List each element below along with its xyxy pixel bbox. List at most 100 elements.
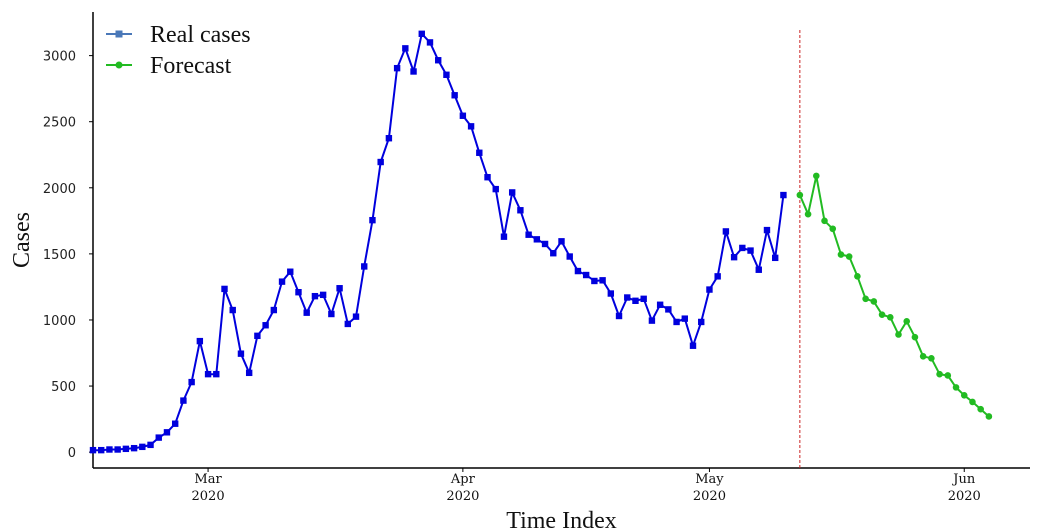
- data-point: [804, 210, 812, 218]
- data-point: [640, 295, 647, 303]
- data-point: [180, 397, 187, 404]
- x-tick-year: 2020: [192, 489, 225, 504]
- x-axis-title: Time Index: [506, 508, 616, 531]
- data-point: [402, 45, 409, 52]
- data-point: [410, 68, 417, 75]
- data-point: [878, 311, 886, 318]
- legend-entry-real-cases: Real cases: [106, 22, 251, 48]
- data-point: [508, 189, 516, 196]
- data-point: [969, 398, 976, 406]
- series-line: [93, 32, 785, 452]
- data-point: [237, 350, 245, 357]
- data-point: [89, 446, 97, 454]
- data-point: [188, 378, 195, 386]
- data-point: [361, 263, 368, 270]
- series-forecast: [796, 172, 993, 420]
- data-point: [582, 271, 590, 279]
- y-tick-label: 2500: [43, 116, 76, 131]
- data-point: [369, 216, 376, 224]
- data-point: [722, 228, 730, 235]
- data-point: [591, 277, 598, 285]
- data-point: [845, 253, 853, 260]
- data-point: [278, 278, 286, 285]
- data-point: [862, 295, 869, 303]
- data-point: [500, 233, 508, 240]
- data-point: [977, 405, 984, 413]
- x-tick-month: Apr: [450, 472, 476, 487]
- data-point: [755, 266, 762, 273]
- data-point: [772, 254, 779, 262]
- data-point: [829, 225, 837, 233]
- data-point: [98, 446, 105, 454]
- data-point: [952, 384, 960, 391]
- data-point: [558, 238, 565, 245]
- series-real-cases: [89, 30, 787, 454]
- data-point: [673, 318, 680, 326]
- data-point: [821, 217, 828, 225]
- data-point: [147, 441, 154, 449]
- y-tick-label: 3000: [43, 50, 76, 65]
- data-point: [484, 174, 491, 181]
- data-point: [936, 370, 943, 378]
- x-tick-month: Jun: [951, 472, 976, 487]
- data-point: [714, 273, 721, 280]
- data-point: [911, 333, 919, 341]
- data-point: [599, 277, 606, 284]
- data-point: [377, 158, 384, 166]
- data-point: [418, 30, 425, 38]
- series-line: [798, 174, 990, 418]
- legend-forecast-marker: [115, 61, 123, 69]
- data-point: [533, 236, 541, 243]
- x-tick-month: May: [695, 472, 724, 487]
- data-point: [541, 240, 549, 248]
- data-point: [763, 226, 771, 234]
- data-point: [886, 314, 894, 321]
- data-point: [295, 289, 302, 296]
- data-point: [196, 337, 204, 345]
- data-point: [492, 185, 499, 193]
- data-point: [344, 320, 351, 328]
- data-point: [812, 172, 820, 180]
- data-point: [204, 370, 212, 378]
- y-axis-title: Cases: [9, 212, 35, 268]
- data-point: [607, 290, 615, 297]
- y-tick-label: 1000: [43, 314, 76, 329]
- data-point: [837, 251, 845, 258]
- data-point: [245, 369, 253, 377]
- data-point: [960, 392, 968, 399]
- legend: Real cases Forecast: [106, 22, 251, 79]
- y-tick-label: 0: [68, 446, 76, 461]
- data-point: [566, 253, 573, 260]
- data-point: [328, 310, 335, 318]
- data-point: [985, 413, 993, 420]
- data-point: [525, 231, 532, 238]
- data-point: [336, 285, 343, 292]
- data-point: [287, 268, 294, 275]
- data-point: [698, 318, 705, 326]
- data-point: [130, 444, 138, 452]
- data-point: [870, 298, 878, 305]
- data-point: [780, 191, 787, 199]
- data-point: [229, 306, 236, 314]
- data-point: [895, 331, 902, 338]
- x-tick-year: 2020: [446, 489, 479, 504]
- data-point: [919, 353, 927, 360]
- data-point: [155, 434, 162, 441]
- data-point: [262, 322, 269, 329]
- legend-forecast-label: Forecast: [150, 53, 232, 79]
- data-point: [393, 64, 401, 72]
- data-point: [171, 420, 179, 427]
- y-ticks: 0 500 1000 1500 2000 2500 3000: [43, 50, 93, 461]
- data-point: [270, 306, 278, 314]
- data-point: [221, 285, 228, 293]
- data-point: [426, 39, 434, 46]
- data-point: [443, 71, 450, 78]
- data-point: [319, 291, 327, 299]
- y-tick-label: 2000: [43, 182, 76, 197]
- data-point: [114, 446, 121, 453]
- data-point: [139, 443, 146, 451]
- data-point: [689, 342, 697, 349]
- legend-entry-forecast: Forecast: [106, 53, 232, 79]
- data-point: [459, 112, 467, 119]
- data-point: [163, 429, 171, 436]
